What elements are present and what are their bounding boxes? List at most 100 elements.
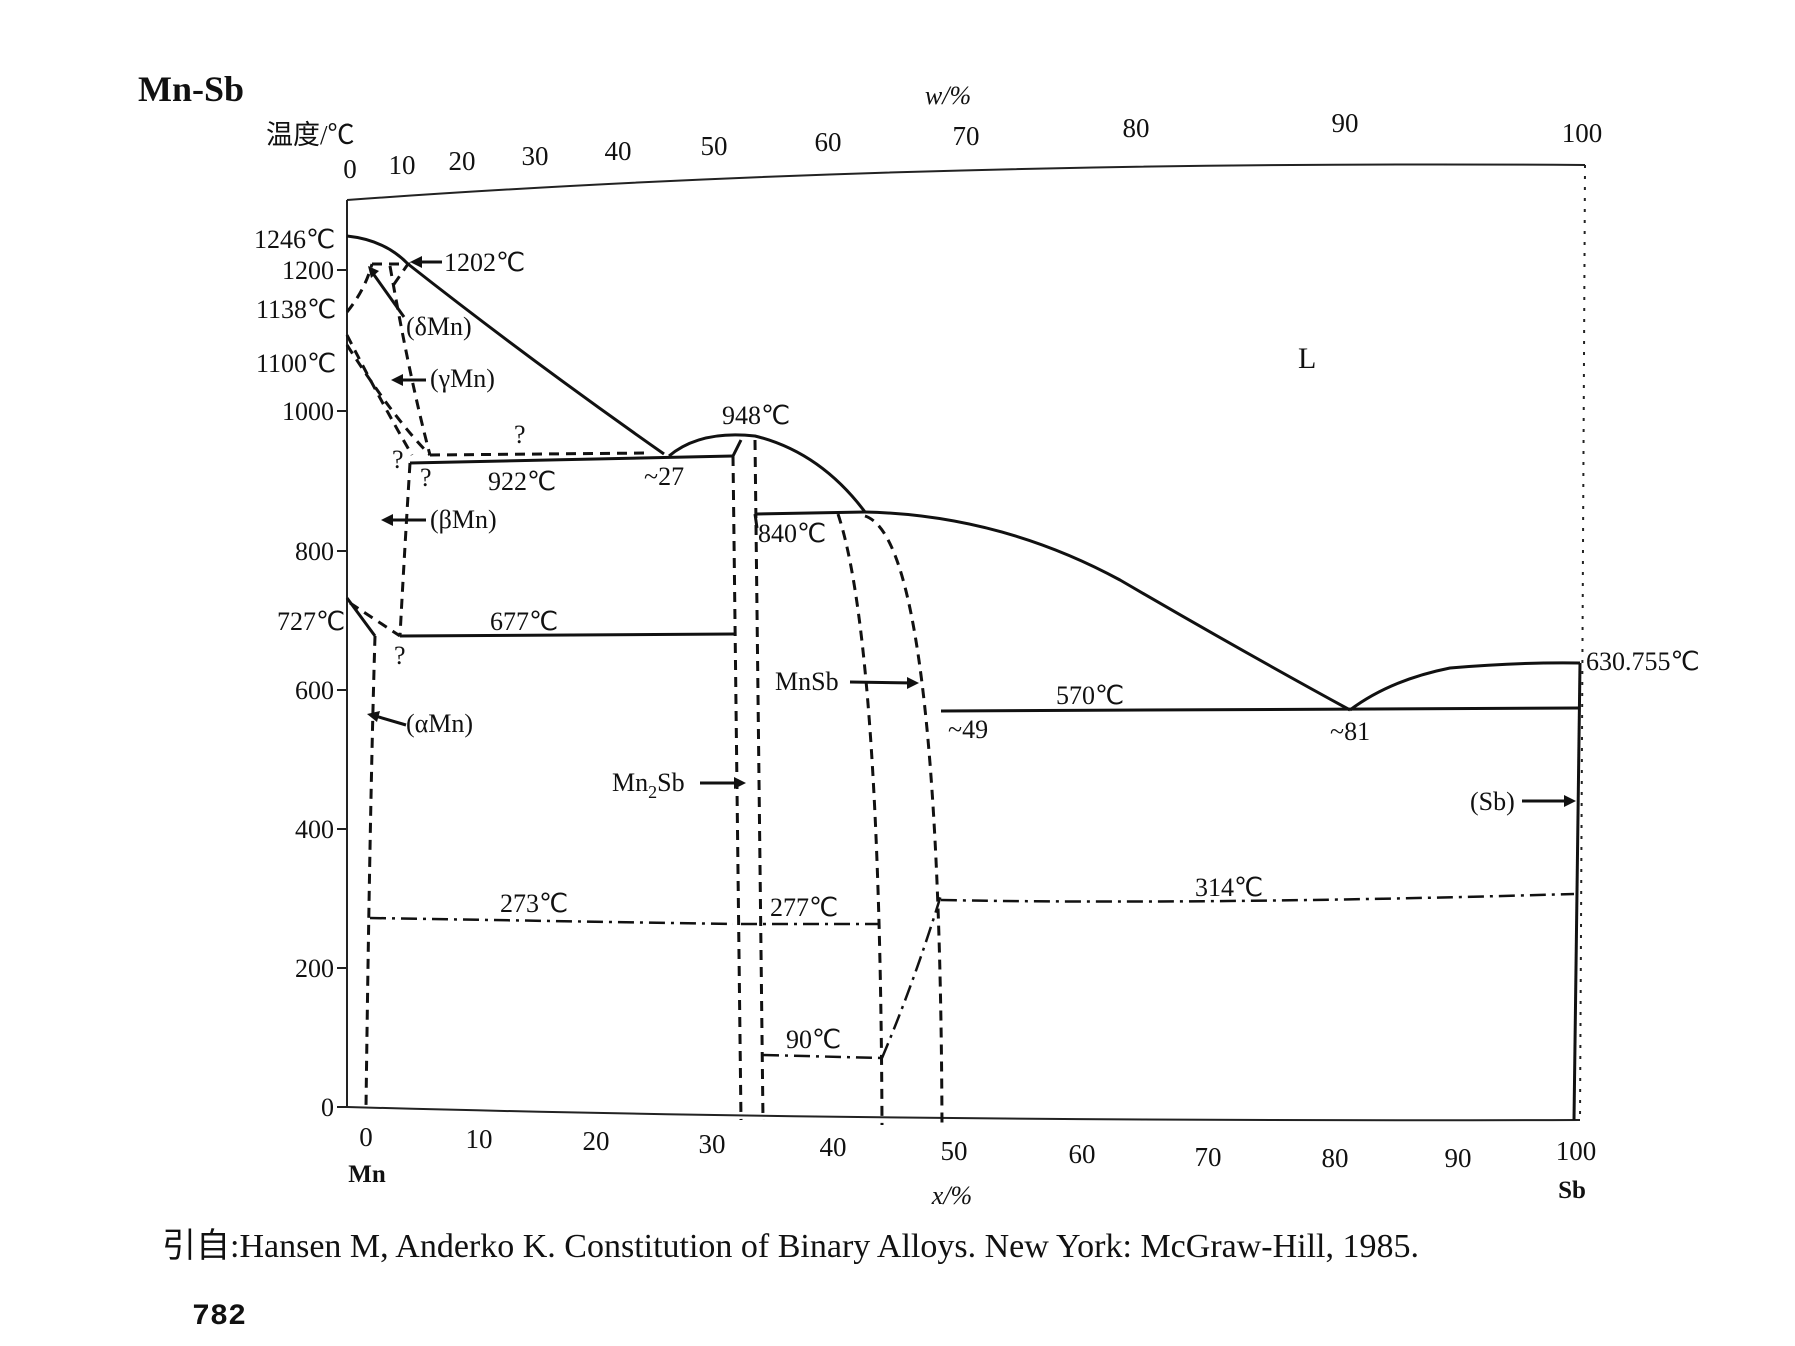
y-axis-ticks — [337, 269, 347, 1108]
y-tick-400: 400 — [295, 815, 334, 844]
liquidus-sb-side — [1349, 661, 1581, 712]
gamma-mn-left — [345, 334, 414, 456]
label-90: 90℃ — [786, 1025, 841, 1054]
label-1246: 1246℃ — [254, 225, 335, 254]
y-tick-800: 800 — [295, 537, 334, 566]
line-314 — [940, 892, 1575, 903]
liquidus-mnsb — [864, 510, 1351, 712]
label-c81: ~81 — [1330, 717, 1370, 746]
label-mnsb: MnSb — [775, 667, 839, 696]
line-273 — [369, 916, 734, 926]
top-tick-90: 90 — [1332, 108, 1359, 138]
y-tick-0: 0 — [321, 1093, 334, 1122]
mnsb-left-boundary — [836, 513, 884, 1126]
bottom-tick-80: 80 — [1322, 1143, 1349, 1173]
label-314: 314℃ — [1195, 873, 1263, 902]
top-tick-80: 80 — [1123, 113, 1150, 143]
y-tick-1200: 1200 — [282, 256, 334, 285]
line-677 — [399, 632, 736, 638]
label-c49: ~49 — [948, 715, 988, 744]
bottom-tick-30: 30 — [699, 1129, 726, 1159]
top-tick-30: 30 — [522, 141, 549, 171]
line-570 — [940, 706, 1581, 713]
line-840 — [756, 510, 866, 516]
label-mn2sb: Mn2Sb — [612, 768, 685, 802]
bottom-tick-90: 90 — [1445, 1143, 1472, 1173]
sb-solvus — [1572, 662, 1582, 1121]
label-948: 948℃ — [722, 401, 790, 430]
question-mark-4: ? — [394, 641, 406, 670]
diagram-title: Mn-Sb — [138, 69, 245, 109]
label-277: 277℃ — [770, 893, 838, 922]
element-mn: Mn — [348, 1161, 386, 1188]
bottom-tick-40: 40 — [820, 1132, 847, 1162]
y-tick-1000: 1000 — [282, 397, 334, 426]
top-tick-40: 40 — [605, 136, 632, 166]
bottom-tick-70: 70 — [1195, 1142, 1222, 1172]
top-tick-labels: 0 10 20 30 40 50 60 70 80 90 100 — [343, 108, 1602, 184]
bottom-tick-50: 50 — [941, 1136, 968, 1166]
mn2sb-left — [731, 439, 743, 457]
arrows — [367, 256, 1576, 807]
question-mark-1: ? — [514, 420, 526, 449]
top-tick-20: 20 — [449, 146, 476, 176]
label-liquid: L — [1298, 342, 1316, 375]
liquidus-mn2sb — [668, 433, 867, 513]
bottom-tick-0: 0 — [359, 1122, 373, 1152]
top-axis — [346, 163, 1586, 201]
figure-caption: 引自:Hansen M, Anderko K. Constitution of … — [162, 1228, 1420, 1265]
element-sb: Sb — [1558, 1177, 1586, 1204]
mn2sb-right-dashed — [753, 439, 765, 1121]
composition-labels: ~27 ~49 ~81 — [644, 462, 1370, 746]
label-1202: 1202℃ — [444, 248, 525, 277]
label-c27: ~27 — [644, 462, 684, 491]
bottom-tick-20: 20 — [583, 1126, 610, 1156]
top-tick-50: 50 — [701, 131, 728, 161]
top-tick-100: 100 — [1562, 118, 1603, 148]
phase-labels: L (δMn) (γMn) (βMn) (αMn) Mn2Sb MnSb (Sb… — [392, 312, 1515, 816]
label-840: 840℃ — [758, 519, 826, 548]
question-mark-2: ? — [392, 445, 404, 474]
mnsb-transition — [880, 894, 943, 1059]
label-677: 677℃ — [490, 607, 558, 636]
label-273: 273℃ — [500, 889, 568, 918]
line-922 — [409, 454, 734, 465]
delta-gamma-top — [372, 262, 411, 291]
top-tick-10: 10 — [389, 150, 416, 180]
delta-mn-right — [388, 265, 432, 456]
y-tick-labels: 0 200 400 600 800 1000 1200 — [282, 256, 334, 1122]
temperature-labels: 1246℃ 1202℃ 1138℃ 1100℃ 948℃ 922℃ 840℃ 7… — [254, 225, 1700, 1054]
bottom-axis — [346, 1106, 1581, 1122]
label-727: 727℃ — [277, 607, 345, 636]
liquidus-mn-side — [346, 234, 665, 456]
bottom-tick-100: 100 — [1556, 1136, 1597, 1166]
delta-mn-lower — [345, 263, 374, 313]
label-alpha-mn: (αMn) — [406, 709, 473, 738]
page-number: 782 — [192, 1300, 247, 1334]
mnsb-right-boundary — [864, 514, 944, 1129]
y-tick-600: 600 — [295, 676, 334, 705]
question-mark-3: ? — [420, 463, 432, 492]
label-gamma-mn: (γMn) — [430, 364, 495, 393]
y-axis-label: 温度/℃ — [266, 120, 355, 150]
top-tick-70: 70 — [953, 121, 980, 151]
alpha-mn-top — [349, 601, 401, 638]
mn2sb-left-dashed — [731, 455, 743, 1121]
beta-mn-boundary — [398, 462, 412, 637]
label-1138: 1138℃ — [256, 295, 336, 324]
top-axis-label: w/% — [925, 81, 971, 110]
label-630: 630.755℃ — [1586, 647, 1700, 676]
line-922-dashed — [429, 451, 651, 457]
y-tick-200: 200 — [295, 954, 334, 983]
label-1100: 1100℃ — [256, 349, 336, 378]
label-570: 570℃ — [1056, 681, 1124, 710]
top-tick-0: 0 — [343, 154, 357, 184]
gamma-mn-right — [345, 344, 432, 457]
bottom-tick-10: 10 — [466, 1124, 493, 1154]
bottom-tick-labels: 0 10 20 30 40 50 60 70 80 90 100 — [359, 1122, 1596, 1173]
line-90 — [762, 1053, 883, 1060]
right-axis — [1579, 164, 1586, 1121]
label-delta-mn: (δMn) — [406, 312, 472, 341]
alpha-mn-boundary — [364, 635, 377, 1108]
